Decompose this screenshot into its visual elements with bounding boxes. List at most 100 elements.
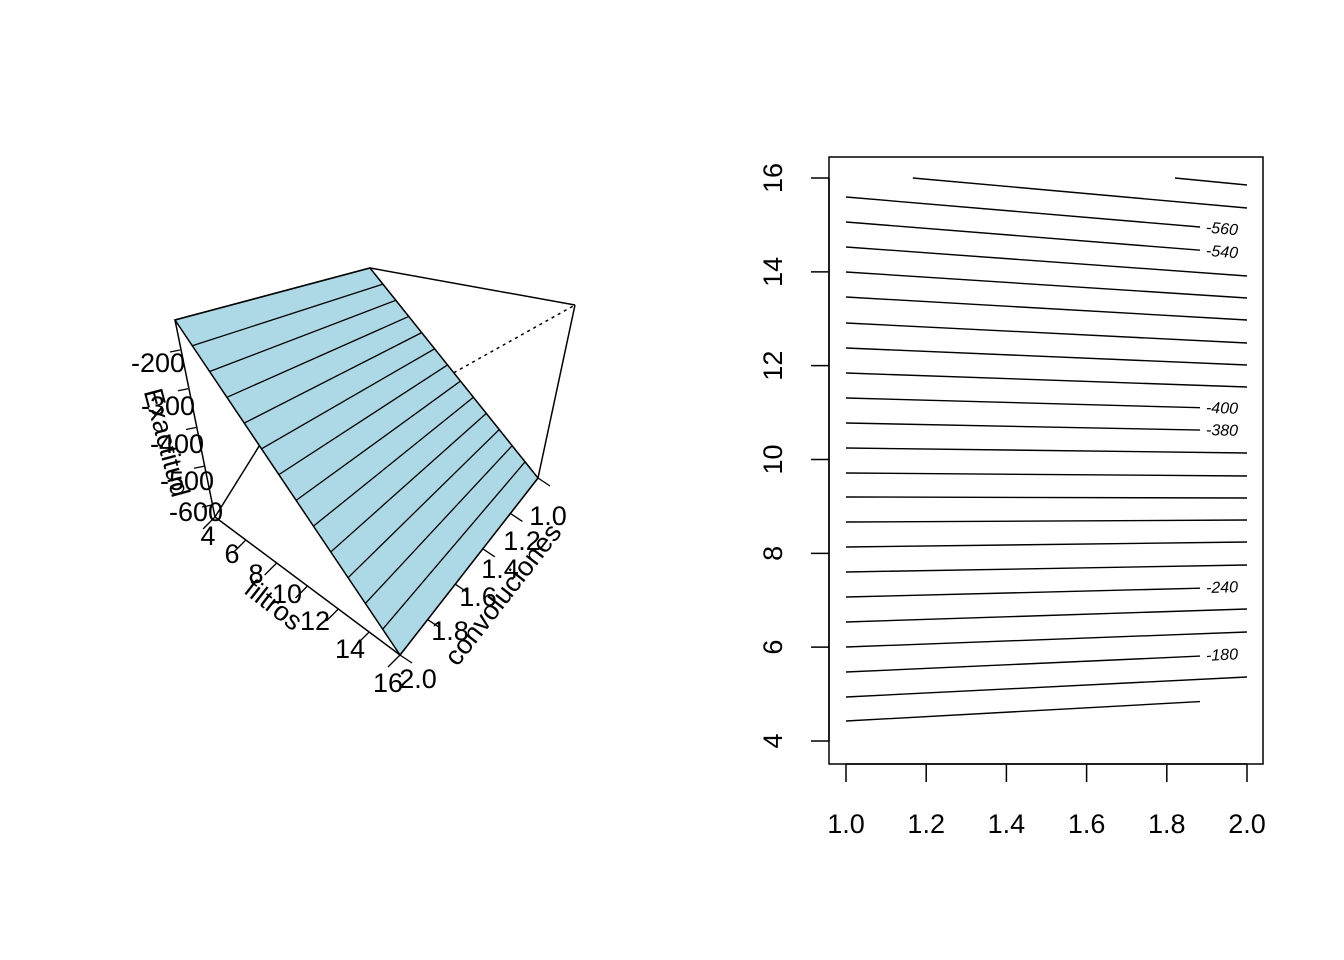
contour-label: -380	[1206, 422, 1238, 440]
mesh-line	[382, 461, 526, 630]
mesh-line	[295, 380, 461, 501]
tick-label: -600	[169, 497, 223, 527]
contour-line	[845, 472, 1248, 477]
mesh-line	[209, 299, 397, 373]
x-tick-label: 1.0	[827, 809, 865, 839]
z-tick-mark	[185, 426, 197, 431]
y-tick-label: 12	[758, 351, 788, 381]
tick-label: 16	[373, 668, 403, 698]
tick-label: 2.0	[399, 664, 437, 694]
contour-line	[912, 177, 1248, 209]
contour-label: -560	[1205, 220, 1238, 240]
contour-label: -180	[1206, 646, 1239, 664]
x-tick-mark	[202, 516, 216, 530]
y-tick-label: 6	[758, 640, 788, 655]
contour-line	[845, 372, 1248, 388]
contour-line	[845, 608, 1248, 623]
contour-label: -240	[1206, 579, 1239, 597]
contour-line	[845, 631, 1248, 648]
contour-line	[845, 519, 1248, 523]
mesh-line	[192, 283, 384, 347]
contour-lines	[845, 177, 1248, 722]
tick-label: -500	[160, 466, 214, 496]
plot-box	[828, 156, 1264, 765]
y-axis: 4 6 8 10 12 14 16	[758, 163, 830, 749]
tick-label: 1.2	[503, 526, 541, 556]
mesh-line	[313, 396, 474, 527]
z-tick-mark	[201, 504, 213, 508]
mesh-line	[330, 412, 487, 553]
contour-label: -400	[1206, 400, 1239, 418]
contour-line	[845, 246, 1248, 277]
x-tick-mark	[233, 539, 247, 553]
x-tick-label: 1.2	[907, 809, 945, 839]
contour-line	[845, 347, 1248, 366]
x-tick-label: 1.4	[988, 809, 1026, 839]
x-tick-mark	[264, 562, 278, 576]
mesh-line	[278, 364, 448, 476]
tick-label: 1.4	[481, 554, 519, 584]
tick-label: 1.0	[529, 501, 567, 531]
contour-plot: -560 -540 -400 -380 -240 -180 1.0 1.2 1.4 1.6 1.8…	[758, 156, 1266, 839]
contour-line	[845, 447, 1248, 454]
contour-line	[845, 397, 1201, 409]
surface-plot: 4 6 8 10 12 14 16 filtros 1.0 1.2 1.4 1.…	[131, 267, 576, 698]
contour-line	[1174, 177, 1248, 186]
surface-mesh	[192, 283, 526, 630]
tick-label: 6	[224, 539, 239, 569]
y-tick-mark	[399, 654, 413, 664]
tick-label: 14	[335, 634, 365, 664]
contour-label: -540	[1205, 243, 1238, 263]
x-tick-mark	[325, 608, 339, 622]
y-tick-label: 8	[758, 546, 788, 561]
x-tick-mark	[356, 631, 370, 645]
y-tick-label: 14	[758, 257, 788, 287]
contour-line	[845, 700, 1201, 722]
mesh-line	[226, 315, 410, 398]
tick-label: 1.6	[459, 582, 497, 612]
x-axis-filtros: 4 6 8 10 12 14 16 filtros	[200, 516, 403, 698]
y-tick-mark	[454, 583, 468, 593]
x-tick-label: 1.8	[1148, 809, 1186, 839]
tick-label: -200	[131, 348, 185, 378]
z-tick-mark	[193, 465, 205, 469]
contour-line	[845, 221, 1201, 251]
tick-label: 10	[272, 579, 302, 609]
mesh-line	[364, 445, 513, 604]
mesh-line	[243, 332, 422, 424]
y-tick-mark	[482, 548, 496, 558]
tick-label: 4	[200, 521, 215, 551]
contour-line	[845, 296, 1248, 321]
contour-line	[845, 587, 1201, 598]
x-tick-label: 2.0	[1228, 809, 1266, 839]
tick-label: 8	[248, 559, 263, 589]
y-tick-label: 10	[758, 444, 788, 474]
y-tick-mark	[537, 477, 551, 487]
y-tick-label: 16	[758, 163, 788, 193]
contour-line	[845, 676, 1248, 698]
tick-label: 1.8	[431, 616, 469, 646]
contour-line	[845, 422, 1201, 431]
mesh-line	[261, 348, 435, 450]
y-tick-label: 4	[758, 733, 788, 748]
mesh-line	[347, 429, 500, 579]
y-tick-mark	[510, 512, 523, 522]
tick-label: 12	[300, 606, 330, 636]
contour-line	[845, 496, 1248, 499]
x-tick-label: 1.6	[1068, 809, 1106, 839]
contour-line	[845, 322, 1248, 344]
contour-labels: -560 -540 -400 -380 -240 -180	[1205, 220, 1238, 665]
contour-line	[845, 541, 1248, 548]
contour-line	[845, 564, 1248, 573]
tick-label: -300	[141, 391, 195, 421]
x-tick-mark	[387, 654, 401, 668]
z-tick-mark	[169, 349, 181, 353]
contour-line	[845, 196, 1201, 228]
y-tick-mark	[427, 619, 440, 629]
contour-line	[845, 655, 1201, 673]
x-tick-mark	[295, 585, 308, 599]
x-axis: 1.0 1.2 1.4 1.6 1.8 2.0	[827, 763, 1266, 839]
z-axis-exactitud: -200 -300 -400 -500 -600 Exactitud	[131, 348, 223, 527]
contour-line	[845, 271, 1248, 299]
